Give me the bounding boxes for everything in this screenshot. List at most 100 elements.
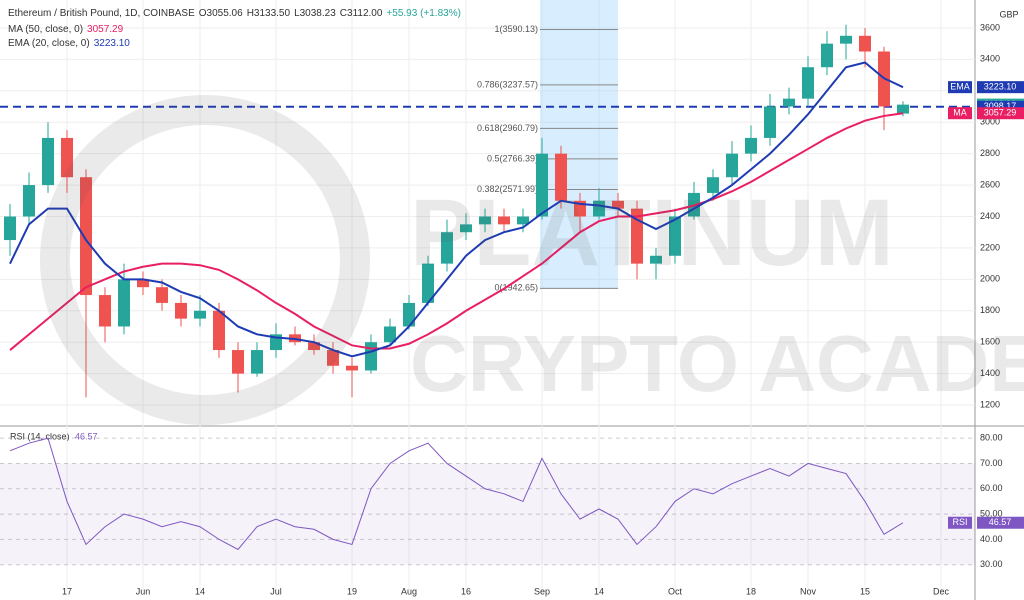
candle-body: [726, 153, 738, 178]
candle-body: [42, 137, 54, 186]
fib-label: 0.382(2571.99): [477, 184, 538, 194]
ema-label: EMA (20, close, 0): [8, 38, 90, 49]
y-tick-label: 2000: [980, 274, 1000, 284]
ma-label: MA (50, close, 0): [8, 24, 84, 35]
candle-body: [327, 350, 339, 366]
x-tick-label: 16: [461, 586, 471, 596]
candle-body: [23, 185, 35, 217]
label-bg: [8, 431, 98, 443]
rsi-tag: [977, 516, 1024, 529]
series-line: [9, 112, 904, 351]
fib-label: 0(1942.65): [494, 283, 538, 293]
y-tick-label: 1400: [980, 368, 1000, 378]
candle-body: [821, 43, 833, 68]
x-tick-label: 19: [347, 586, 357, 596]
candle-body: [840, 35, 852, 44]
candle-body: [232, 350, 244, 374]
fib-zone: [540, 0, 618, 289]
logo: [40, 95, 370, 425]
ohlc: C3112.00: [339, 8, 383, 19]
y-tick-label: 70.00: [980, 458, 1003, 468]
candle-body: [4, 216, 16, 241]
x-tick-label: Aug: [401, 586, 417, 596]
ema-value: 3223.10: [93, 38, 130, 49]
header: Ethereum / British Pound, 1D, COINBASE O3…: [8, 8, 465, 19]
x-tick-label: Jul: [270, 586, 282, 596]
candle-body: [61, 137, 73, 178]
series-line: [9, 437, 904, 551]
tag-name: MA: [953, 108, 967, 118]
candle-body: [669, 216, 681, 256]
rsi-value: 46.57: [75, 431, 98, 441]
tag-name-bg: [948, 107, 972, 120]
fib-label: 0.618(2960.79): [477, 123, 538, 133]
candle-body: [384, 326, 396, 343]
watermark: PLATINUM CRYPTO ACADEMY: [40, 95, 1024, 425]
fib-label: 0.786(3237.57): [477, 79, 538, 89]
tag-name: RSI: [952, 517, 967, 527]
candle-body: [194, 310, 206, 319]
candle-body: [479, 216, 491, 225]
x-tick-label: 17: [62, 586, 72, 596]
price-tag-label: 3057.29: [984, 108, 1017, 118]
y-tick-label: 3000: [980, 117, 1000, 127]
currency: GBP: [999, 9, 1018, 19]
change: +55.93 (+1.83%): [386, 8, 461, 19]
candle-body: [99, 295, 111, 327]
ma-row: MA (50, close, 0) 3057.29: [8, 24, 127, 35]
candle-body: [897, 104, 909, 114]
candle-body: [403, 302, 415, 327]
candle-body: [802, 67, 814, 99]
watermark-text: PLATINUM: [410, 180, 894, 286]
candle-body: [118, 279, 130, 327]
y-tick-label: 80.00: [980, 433, 1003, 443]
y-tick-label: 30.00: [980, 559, 1003, 569]
y-tick-label: 3400: [980, 54, 1000, 64]
candle-body: [441, 232, 453, 264]
price-tag: [977, 107, 1024, 120]
x-tick-label: 14: [594, 586, 604, 596]
y-tick-label: 3600: [980, 22, 1000, 32]
y-tick-label: 50.00: [980, 508, 1003, 518]
candle-body: [498, 216, 510, 225]
ohlc: L3038.23: [294, 8, 336, 19]
candle-body: [859, 35, 871, 52]
tag-name: EMA: [950, 82, 970, 92]
symbol: Ethereum / British Pound, 1D, COINBASE: [8, 8, 195, 19]
x-tick-label: 18: [746, 586, 756, 596]
candle-body: [631, 208, 643, 264]
y-tick-label: 1200: [980, 399, 1000, 409]
candle-body: [745, 137, 757, 154]
y-tick-label: 2800: [980, 148, 1000, 158]
watermark-text: CRYPTO ACADEMY: [410, 319, 1024, 408]
rsi-label: RSI (14, close): [10, 431, 70, 441]
candle-body: [365, 342, 377, 371]
candle-body: [707, 177, 719, 193]
ohlc: O3055.06: [198, 8, 243, 19]
price-tag: [977, 81, 1024, 94]
x-tick-label: Oct: [668, 586, 683, 596]
x-tick-label: Dec: [933, 586, 950, 596]
candle-body: [156, 287, 168, 303]
tag-name-bg: [948, 81, 972, 94]
ema-row: EMA (20, close, 0) 3223.10: [8, 38, 134, 49]
y-tick-label: 1800: [980, 305, 1000, 315]
x-tick-label: 15: [860, 586, 870, 596]
y-tick-label: 2200: [980, 242, 1000, 252]
candle-body: [137, 279, 149, 288]
x-tick-label: Jun: [136, 586, 151, 596]
candle-body: [175, 302, 187, 319]
candle-body: [213, 310, 225, 351]
price-tag-label: 3223.10: [984, 82, 1017, 92]
ma-value: 3057.29: [87, 24, 124, 35]
y-tick-label: 1600: [980, 337, 1000, 347]
y-tick-label: 40.00: [980, 534, 1003, 544]
x-tick-label: 14: [195, 586, 205, 596]
y-tick-label: 2600: [980, 179, 1000, 189]
ohlc: H3133.50: [246, 8, 291, 19]
candle-body: [650, 255, 662, 264]
candle-body: [612, 200, 624, 209]
candle-body: [764, 106, 776, 138]
